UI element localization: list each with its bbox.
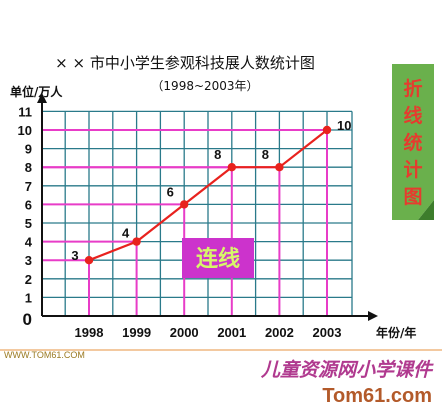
- footer-dotted-text: WWW.TOM61.COM: [4, 350, 85, 360]
- y-axis-arrow: [37, 93, 47, 103]
- x-tick-label: 2000: [170, 325, 199, 340]
- side-panel-char: 折: [403, 78, 422, 100]
- y-tick-label: 9: [25, 142, 32, 157]
- y-tick-label: 6: [25, 197, 32, 212]
- data-label: 3: [71, 248, 78, 263]
- top-band: [0, 0, 442, 48]
- chart-subtitle: （1998~2003年）: [151, 79, 258, 93]
- y-tick-label: 4: [25, 235, 33, 250]
- data-label: 8: [262, 147, 269, 162]
- data-point: [132, 237, 141, 246]
- data-label: 8: [214, 147, 221, 162]
- data-point: [275, 163, 284, 172]
- footer-brand-url: Tom61.com: [322, 385, 432, 407]
- chart-title: × × 市中小学生参观科技展人数统计图: [55, 54, 315, 72]
- side-panel-background: [392, 64, 434, 220]
- y-tick-label: 7: [25, 179, 32, 194]
- y-tick-label: 1: [25, 290, 32, 305]
- y-tick-label: 10: [18, 123, 32, 138]
- side-panel-fold: [392, 200, 434, 220]
- x-tick-label: 2002: [265, 325, 294, 340]
- data-point: [322, 125, 332, 135]
- data-labels: 3 4 6 8 8 10: [71, 118, 351, 263]
- x-axis-label: 年份/年: [376, 325, 416, 340]
- series-line: [88, 129, 328, 262]
- x-axis-arrow: [368, 311, 378, 321]
- x-tick-labels: 1998 1999 2000 2001 2002 2003: [75, 325, 342, 340]
- side-panel-char: 计: [403, 159, 422, 181]
- data-point: [227, 163, 236, 172]
- x-tick-label: 1999: [122, 325, 151, 340]
- x-tick-label: 2003: [313, 325, 342, 340]
- series-polyline: [88, 129, 328, 262]
- y-tick-label: 2: [25, 272, 32, 287]
- y-axis-label: 单位/万人: [10, 84, 63, 99]
- y-tick-label: 0: [23, 310, 32, 329]
- footer-divider: [0, 349, 442, 351]
- x-tick-label: 1998: [75, 325, 104, 340]
- y-tick-label: 11: [18, 104, 32, 119]
- data-label: 6: [167, 184, 174, 199]
- highlight-lines: [42, 129, 328, 316]
- axes: [37, 93, 378, 321]
- tag-label: 连线: [196, 246, 240, 272]
- y-tick-labels: 0 1 2 3 4 5 6 7 8 9 10 11: [18, 104, 33, 329]
- y-tick-label: 5: [25, 216, 32, 231]
- x-tick-label: 2001: [217, 325, 246, 340]
- side-panel-char: 统: [403, 131, 422, 154]
- y-tick-label: 8: [25, 160, 32, 175]
- side-panel-char: 线: [403, 104, 422, 127]
- footer-band: [0, 348, 442, 410]
- tag-background: [182, 238, 254, 278]
- data-label: 10: [337, 118, 351, 133]
- data-points: [84, 125, 332, 265]
- slide-background: [0, 48, 442, 348]
- footer-brand-cn: 儿童资源网小学课件: [260, 359, 434, 381]
- side-panel-char: 图: [403, 186, 422, 208]
- data-point: [180, 200, 189, 209]
- data-point: [84, 256, 94, 265]
- y-tick-label: 3: [25, 253, 32, 268]
- data-label: 4: [122, 226, 130, 241]
